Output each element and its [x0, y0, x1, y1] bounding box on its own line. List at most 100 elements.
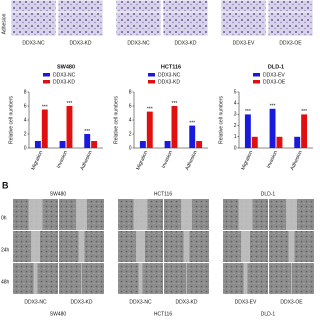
- x-tick-label: Adhesion: [79, 150, 93, 172]
- significance: ***: [172, 101, 178, 107]
- legend-label: DDX3-KD: [158, 79, 180, 85]
- bar: [41, 109, 48, 148]
- micrograph: [115, 0, 162, 37]
- image-label: DDX3-OE: [280, 299, 303, 305]
- group-title: SW480: [50, 191, 67, 197]
- bar: [269, 108, 276, 148]
- y-tick-label: 2: [234, 123, 237, 129]
- y-axis-label: Relative cell numbers: [218, 96, 224, 144]
- bar: [66, 106, 73, 148]
- micrograph: [10, 0, 57, 37]
- bar: [276, 136, 283, 148]
- image-label: DDX3-EV: [235, 299, 257, 305]
- row-label: 48h: [1, 279, 10, 285]
- y-tick-label: 0: [129, 145, 132, 151]
- legend-swatch: [253, 80, 260, 84]
- wound-gap: [288, 231, 295, 262]
- bar: [84, 134, 91, 148]
- significance: ***: [189, 120, 195, 126]
- y-tick-label: 3: [234, 112, 237, 118]
- image-label: DDX3-NC: [22, 40, 45, 46]
- significance: ***: [147, 106, 153, 112]
- bar: [251, 136, 258, 148]
- bar: [196, 141, 203, 148]
- y-axis-label: Relative cell numbers: [113, 96, 119, 144]
- y-tick-label: 2: [129, 131, 132, 137]
- chart-title: DLD-1: [268, 64, 284, 70]
- image-label: DDX3-KD: [71, 299, 93, 305]
- image-label: DDX3-NC: [24, 299, 47, 305]
- wound-gap: [291, 263, 292, 294]
- y-tick-label: 4: [24, 117, 27, 123]
- significance: ***: [67, 101, 73, 107]
- x-tick-label: Invasion: [161, 150, 174, 170]
- wound-gap: [186, 263, 187, 294]
- bar: [34, 141, 41, 148]
- x-tick-label: Migration: [30, 150, 44, 171]
- image-label: DDX3-EV: [233, 40, 255, 46]
- bar: [244, 114, 251, 148]
- wound-gap: [181, 199, 192, 230]
- image-label: DDX3-NC: [127, 40, 150, 46]
- y-tick-label: 2: [24, 131, 27, 137]
- wound-gap: [33, 263, 38, 294]
- legend-swatch: [253, 73, 260, 77]
- micrograph: [57, 0, 104, 37]
- wound-gap: [31, 231, 40, 262]
- x-tick-label: Invasion: [56, 150, 69, 170]
- wound-gap: [241, 231, 250, 262]
- chart-title: HCT116: [161, 64, 181, 70]
- bar: [164, 141, 171, 148]
- bar: [171, 106, 178, 148]
- wound-gap: [136, 231, 145, 262]
- y-tick-label: 8: [129, 89, 132, 95]
- wound-gap: [183, 231, 190, 262]
- micrograph: [220, 0, 267, 37]
- y-tick-label: 6: [24, 103, 27, 109]
- group-title: DLD-1: [261, 191, 276, 197]
- legend-swatch: [148, 73, 155, 77]
- group-footer: HCT116: [154, 311, 172, 317]
- y-tick-label: 5: [234, 89, 237, 95]
- micrograph: [267, 0, 314, 37]
- wound-gap: [286, 199, 297, 230]
- image-label: DDX3-KD: [175, 40, 197, 46]
- chart-title: SW480: [57, 64, 75, 70]
- group-footer: DLD-1: [261, 311, 276, 317]
- legend-label: DDX3-NC: [53, 72, 76, 78]
- significance: ***: [42, 104, 48, 110]
- x-tick-label: Adhesion: [289, 150, 303, 172]
- legend-label: DDX3-OE: [263, 79, 286, 85]
- x-tick-label: Adhesion: [184, 150, 198, 172]
- legend-label: DDX3-EV: [263, 72, 285, 78]
- row-label: 24h: [1, 247, 10, 253]
- x-tick-label: Migration: [240, 150, 254, 171]
- wound-gap: [138, 263, 143, 294]
- wound-gap: [243, 263, 248, 294]
- legend-label: DDX3-KD: [53, 79, 75, 85]
- wound-gap: [81, 263, 82, 294]
- bar: [139, 141, 146, 148]
- wound-gap: [28, 199, 43, 230]
- y-axis-label: Relative cell numbers: [8, 96, 14, 144]
- y-tick-label: 1: [234, 134, 237, 140]
- y-tick-label: 4: [129, 117, 132, 123]
- group-title: HCT116: [154, 191, 172, 197]
- wound-gap: [238, 199, 253, 230]
- row-label: Adhesion: [1, 13, 7, 34]
- x-tick-label: Migration: [135, 150, 149, 171]
- significance: ***: [270, 104, 276, 110]
- bar: [59, 141, 66, 148]
- image-label: DDX3-NC: [129, 299, 152, 305]
- panel-label: B: [2, 180, 9, 190]
- bar: [294, 136, 301, 148]
- y-tick-label: 8: [24, 89, 27, 95]
- bar: [146, 111, 153, 148]
- legend-label: DDX3-NC: [158, 72, 181, 78]
- legend-swatch: [43, 80, 50, 84]
- significance: ***: [301, 109, 307, 115]
- micrograph: [162, 0, 209, 37]
- group-footer: SW480: [50, 311, 67, 317]
- bar: [91, 141, 98, 148]
